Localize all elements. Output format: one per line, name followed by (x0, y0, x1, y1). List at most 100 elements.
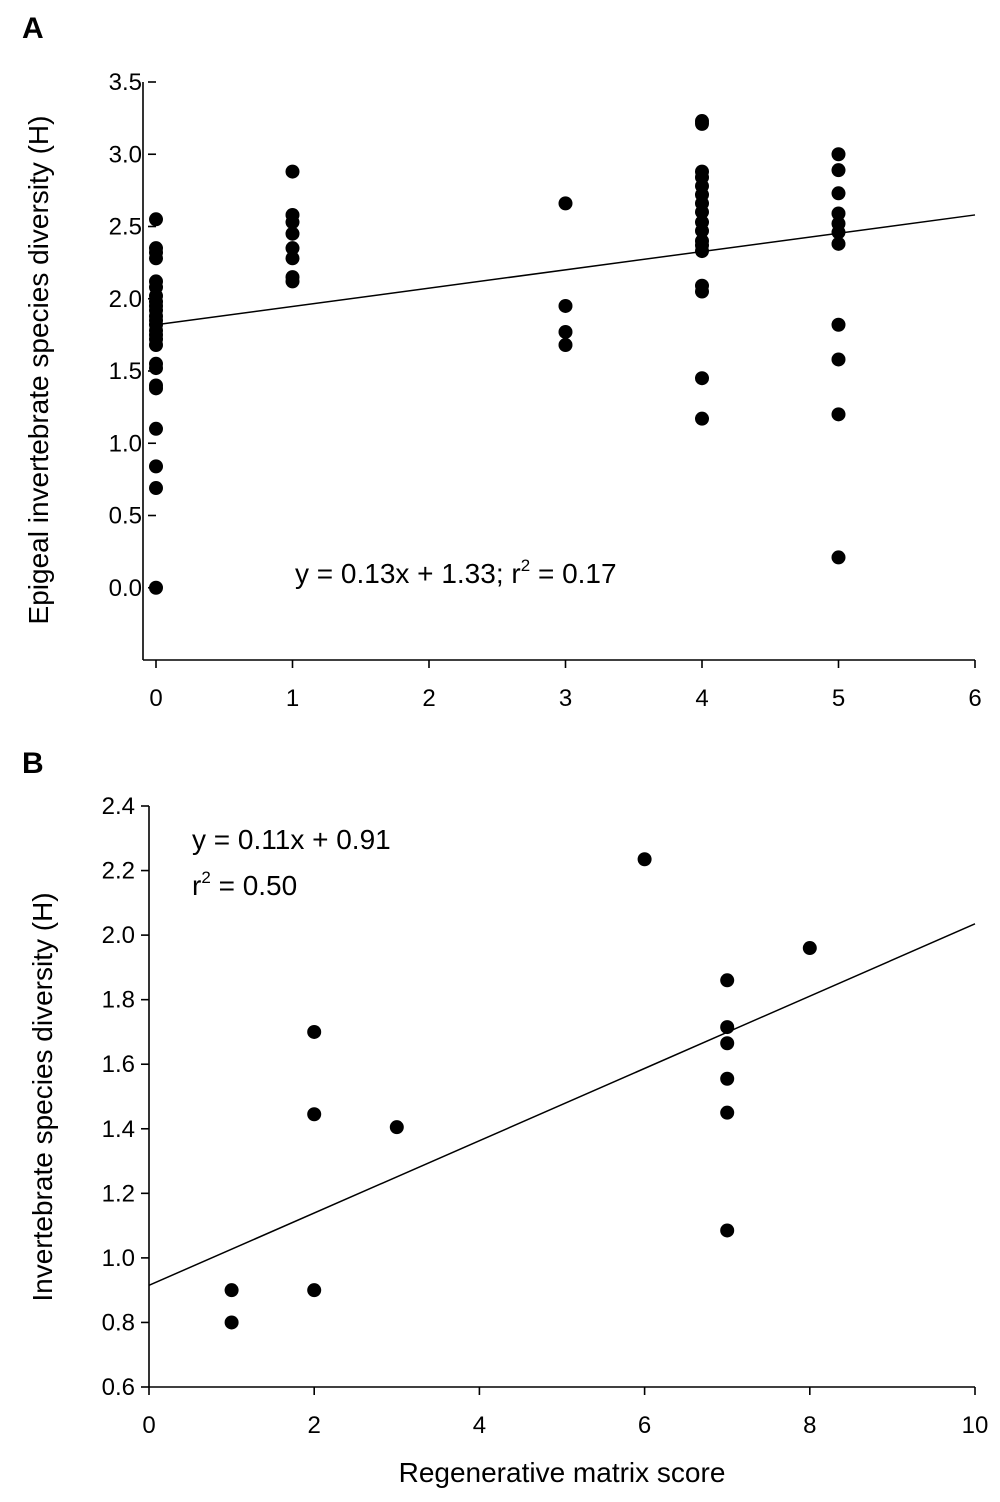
b-data-point (307, 1107, 322, 1122)
panel-a-equation: y = 0.13x + 1.33; r2 = 0.17 (295, 556, 617, 589)
b-data-point (224, 1283, 239, 1298)
panel-a: A 0.0 0.5 1.0 1.5 2.0 2.5 3.0 3.5 0 1 2 3 4 5 6 Epige… (22, 12, 982, 712)
a-data-point (285, 274, 300, 289)
a-data-point (695, 223, 709, 238)
a-data-point (558, 298, 573, 313)
panel-b-equation-sup: 2 (201, 868, 210, 887)
a-data-point (695, 205, 709, 220)
panel-b-equation-tail: = 0.50 (211, 870, 297, 901)
a-data-point (558, 324, 573, 339)
a-data-point (695, 116, 709, 131)
b-y-tick-label: 2.2 (102, 858, 135, 885)
b-y-tick-label: 1.2 (102, 1180, 135, 1207)
a-x-tick-label: 4 (695, 685, 708, 712)
b-data-point (307, 1283, 322, 1298)
b-y-tick-label: 1.0 (102, 1245, 135, 1272)
panel-b-x-ticks: 0 2 4 6 8 10 (142, 1387, 988, 1439)
b-trend-line (148, 923, 976, 1287)
a-y-tick-label: 3.0 (109, 141, 142, 168)
panel-a-x-ticks: 0 1 2 3 4 5 6 (149, 660, 982, 712)
panel-a-equation-tail: = 0.17 (530, 558, 616, 589)
panel-a-points (149, 114, 846, 595)
a-data-point (831, 550, 846, 565)
a-data-point (149, 580, 163, 595)
a-data-point (149, 361, 163, 376)
panel-a-equation-sup: 2 (521, 556, 530, 575)
panel-b-trend-group (148, 923, 976, 1287)
a-data-point (558, 337, 573, 352)
b-x-tick-label: 4 (473, 1412, 486, 1439)
panel-a-letter: A (22, 12, 44, 45)
a-data-point (149, 481, 163, 496)
a-data-point (558, 196, 573, 211)
a-y-tick-label: 1.0 (109, 430, 142, 457)
b-y-tick-label: 0.8 (102, 1309, 135, 1336)
panel-a-y-ticks: 0.0 0.5 1.0 1.5 2.0 2.5 3.0 3.5 (109, 69, 156, 602)
a-data-point (831, 163, 846, 178)
a-y-tick-label: 1.5 (109, 358, 142, 385)
a-data-point (285, 241, 300, 256)
b-data-point (720, 973, 735, 988)
panel-b-x-axis-title: Regenerative matrix score (399, 1457, 726, 1488)
a-data-point (285, 164, 300, 179)
a-x-tick-label: 6 (968, 685, 981, 712)
a-data-point (831, 147, 846, 162)
a-data-point (285, 215, 300, 230)
b-y-tick-label: 0.6 (102, 1374, 135, 1401)
a-data-point (695, 411, 709, 426)
a-data-point (831, 352, 846, 367)
b-x-tick-label: 6 (638, 1412, 651, 1439)
b-data-point (720, 1020, 735, 1035)
a-x-tick-label: 2 (422, 685, 435, 712)
b-y-tick-label: 1.6 (102, 1051, 135, 1078)
b-data-point (224, 1315, 239, 1330)
b-data-point (802, 941, 817, 956)
b-x-tick-label: 2 (308, 1412, 321, 1439)
b-data-point (389, 1120, 404, 1135)
a-data-point (285, 251, 300, 266)
b-data-point (720, 1223, 735, 1238)
a-data-point (149, 251, 163, 266)
a-data-point (831, 407, 846, 422)
a-y-tick-label: 0.0 (109, 575, 142, 602)
a-data-point (695, 244, 709, 259)
panel-b-y-ticks: 0.6 0.8 1.0 1.2 1.4 1.6 1.8 2.0 2.2 2.4 (102, 793, 149, 1401)
a-data-point (831, 186, 846, 201)
panel-b-equation-line2: r2 = 0.50 (192, 868, 297, 901)
a-data-point (149, 337, 163, 352)
b-y-tick-label: 2.0 (102, 922, 135, 949)
a-data-point (695, 284, 709, 299)
panel-b-equation-r: r (192, 870, 201, 901)
a-y-tick-label: 0.5 (109, 503, 142, 530)
b-y-tick-label: 2.4 (102, 793, 135, 820)
b-y-tick-label: 1.4 (102, 1116, 135, 1143)
b-data-point (637, 852, 652, 867)
b-x-tick-label: 0 (142, 1412, 155, 1439)
a-x-tick-label: 3 (559, 685, 572, 712)
a-y-tick-label: 3.5 (109, 69, 142, 96)
a-data-point (831, 236, 846, 251)
panel-b-points (224, 852, 817, 1330)
b-x-tick-label: 8 (803, 1412, 816, 1439)
b-data-point (720, 1105, 735, 1120)
panel-b-equation-line1: y = 0.11x + 0.91 (192, 824, 391, 855)
a-data-point (285, 226, 300, 241)
b-data-point (720, 1036, 735, 1051)
a-data-point (831, 317, 846, 332)
a-x-tick-label: 1 (286, 685, 299, 712)
panel-b-y-axis-title: Invertebrate species diversity (H) (27, 892, 58, 1301)
panel-b-letter: B (22, 747, 44, 780)
a-data-point (831, 206, 846, 221)
a-data-point (149, 212, 163, 227)
a-x-tick-label: 5 (832, 685, 845, 712)
b-data-point (720, 1071, 735, 1086)
a-y-tick-label: 2.5 (109, 214, 142, 241)
a-data-point (149, 381, 163, 396)
panel-a-y-axis-title: Epigeal invertebrate species diversity (… (23, 116, 54, 625)
panel-b: B 0.6 0.8 1.0 1.2 1.4 1.6 1.8 2.0 2.2 2.4 0 2 4 6 8 10… (22, 747, 988, 1488)
a-data-point (831, 225, 846, 240)
a-data-point (149, 421, 163, 436)
a-data-point (149, 459, 163, 474)
b-data-point (307, 1024, 322, 1039)
